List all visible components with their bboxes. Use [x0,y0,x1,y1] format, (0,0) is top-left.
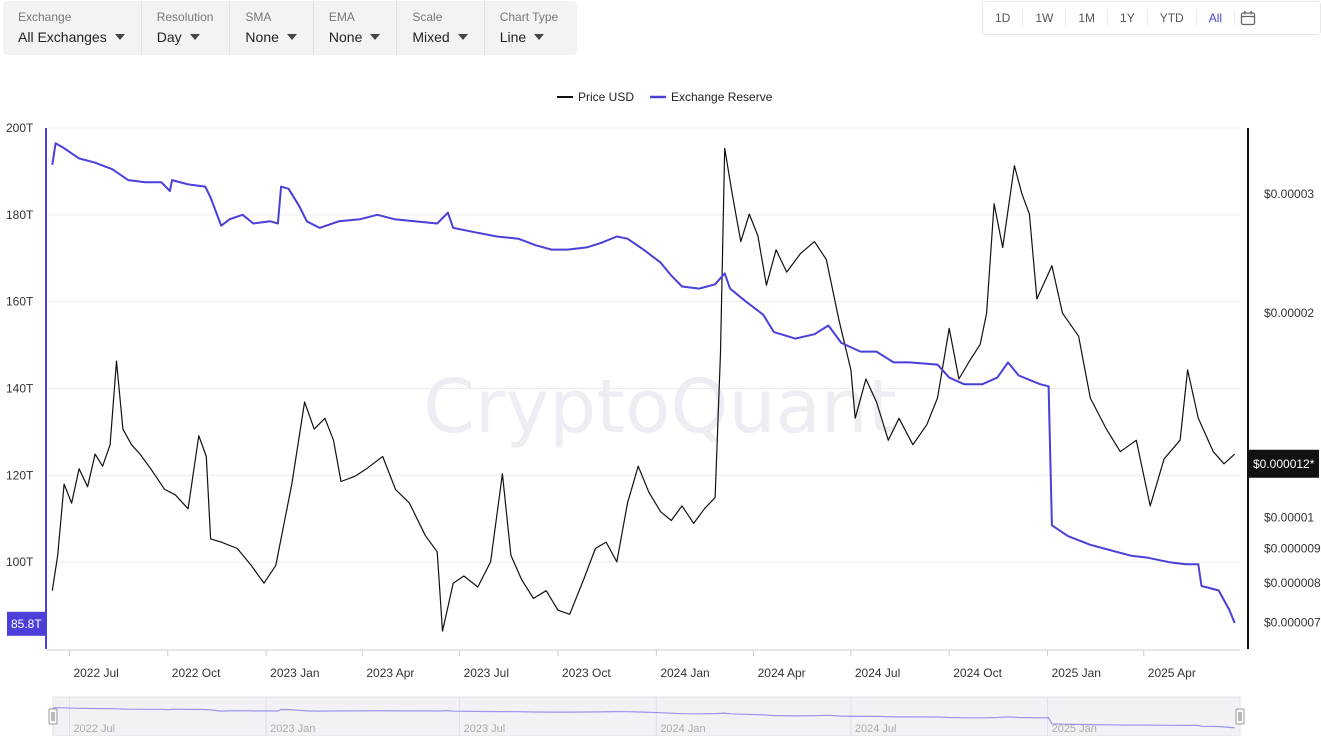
x-axis-tick-label: 2024 Oct [953,666,1002,680]
scale-label: Scale [412,10,443,24]
range-1y-button[interactable]: 1Y [1108,10,1148,26]
exchange-value: All Exchanges [18,29,107,45]
x-axis: 2022 Jul 2022 Oct 2023 Jan 2023 Apr 2023 Jul… [47,649,1240,680]
exchange-reserve-line [51,142,1236,624]
range-ytd-button[interactable]: YTD [1148,10,1197,26]
left-current-value-label: 85.8T [11,617,42,631]
left-axis-tick-label: 140T [6,382,34,396]
chevron-down-icon [370,34,381,40]
x-axis-tick-label: 2023 Jan [270,666,319,680]
legend-reserve-label[interactable]: Exchange Reserve [671,90,773,104]
right-current-value-badge [1249,449,1319,478]
x-axis-tick-label: 2022 Oct [172,666,221,680]
x-axis-tick-label: 2023 Apr [366,666,414,680]
right-axis-tick-label: $0.00003 [1264,187,1314,201]
resolution-value: Day [156,29,182,45]
left-axis-tick-label: 100T [6,555,34,569]
x-axis-tick-label: 2022 Jul [73,666,118,680]
resolution-dropdown[interactable]: Resolution Day [142,1,231,55]
navigator-right-handle[interactable] [1235,708,1245,725]
navigator-series-line [52,706,1235,729]
sma-label: SMA [245,10,272,24]
left-axis: 100T 120T 140T 160T 180T 200T [6,121,47,649]
x-axis-tick-label: 2023 Jul [464,666,509,680]
legend-price-label[interactable]: Price USD [578,90,634,104]
exchange-dropdown[interactable]: Exchange All Exchanges [3,1,142,55]
navigator-tick-label: 2024 Jan [660,723,705,735]
left-current-value-badge [7,611,46,636]
right-axis: $0.000007 $0.000008 $0.000009 $0.00001 $0.00… [1247,128,1321,649]
right-current-value-label: $0.000012* [1253,457,1315,471]
chart-type-label: Chart Type [499,10,559,24]
left-axis-tick-label: 160T [6,295,34,309]
chart-type-dropdown[interactable]: Chart Type Line [485,1,574,55]
chevron-down-icon [457,34,468,40]
chart-options-toolbar: Exchange All Exchanges Resolution Day SM… [3,1,577,55]
right-axis-tick-label: $0.000007 [1264,616,1321,630]
x-axis-tick-label: 2024 Apr [758,666,806,680]
navigator-left-handle[interactable] [48,708,58,725]
plot-lines [51,142,1236,632]
x-axis-tick-label: 2024 Jan [660,666,709,680]
right-axis-tick-label: $0.000008 [1264,576,1321,590]
ema-dropdown[interactable]: EMA None [314,1,398,55]
resolution-label: Resolution [156,10,214,24]
watermark: CryptoQuant [423,364,897,450]
grid-lines [47,127,1240,563]
ema-label: EMA [328,10,355,24]
x-axis-tick-label: 2025 Apr [1148,666,1196,680]
left-axis-tick-label: 120T [6,468,34,482]
navigator-tick-label: 2022 Jul [73,723,115,735]
sma-value: None [245,29,279,45]
right-axis-tick-label: $0.00002 [1264,306,1314,320]
navigator-tick-label: 2025 Jan [1052,723,1097,735]
price-usd-line [51,147,1236,632]
calendar-icon[interactable] [1235,10,1261,26]
scale-value: Mixed [412,29,450,45]
right-axis-tick-label: $0.00001 [1264,510,1314,524]
range-1m-button[interactable]: 1M [1066,10,1109,26]
navigator[interactable]: 2022 Jul 2023 Jan 2023 Jul 2024 Jan 2024 Jul… [48,696,1245,736]
sma-dropdown[interactable]: SMA None [230,1,314,55]
scale-dropdown[interactable]: Scale Mixed [397,1,485,55]
navigator-tick-label: 2024 Jul [855,723,897,735]
x-axis-tick-label: 2025 Jan [1052,666,1101,680]
range-all-button[interactable]: All [1197,10,1236,26]
ema-value: None [328,29,363,45]
chevron-down-icon [286,34,297,40]
range-1w-button[interactable]: 1W [1023,10,1067,26]
x-axis-tick-label: 2024 Jul [855,666,900,680]
left-axis-tick-label: 200T [6,121,34,135]
axis-value-badges: 85.8T $0.000012* [7,449,1319,636]
navigator-range[interactable] [52,696,1241,736]
chevron-down-icon [534,34,545,40]
chart-type-value: Line [499,29,527,45]
right-axis-tick-label: $0.000009 [1264,542,1321,556]
chevron-down-icon [189,34,200,40]
navigator-tick-label: 2023 Jan [270,723,315,735]
legend: Price USD Exchange Reserve [557,90,773,104]
exchange-label: Exchange [18,10,72,24]
chevron-down-icon [114,34,125,40]
navigator-tick-label: 2023 Jul [464,723,506,735]
time-range-selector: 1D 1W 1M 1Y YTD All [982,1,1321,35]
range-1d-button[interactable]: 1D [983,10,1024,26]
left-axis-tick-label: 180T [6,208,34,222]
x-axis-tick-label: 2023 Oct [562,666,611,680]
